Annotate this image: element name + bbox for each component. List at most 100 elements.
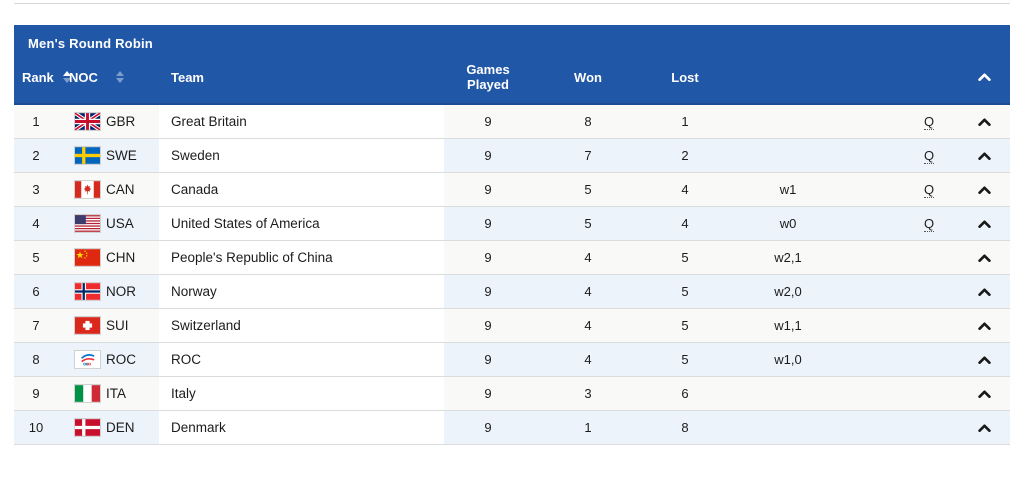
sort-desc-arrow-icon: [115, 78, 124, 83]
chevron-up-icon: [978, 355, 991, 364]
gbr-flag-icon: [74, 112, 101, 131]
den-flag-icon: [74, 418, 101, 437]
row-collapse-toggle[interactable]: [959, 173, 1010, 206]
column-header-lost: Lost: [671, 69, 699, 85]
tiebreaker-cell: [726, 105, 850, 138]
team-cell: Switzerland: [159, 309, 444, 342]
rank-sort-icon[interactable]: [62, 71, 71, 83]
spacer-cell: [850, 343, 899, 376]
team-cell: Norway: [159, 275, 444, 308]
noc-cell: SWE: [58, 139, 159, 172]
qualification-cell: Q: [899, 173, 959, 206]
lost-cell: 5: [681, 352, 689, 367]
table-row: 8 ROC ROC 9 4 5 w1,0: [14, 343, 1010, 377]
chevron-up-icon: [978, 151, 991, 160]
noc-sort-icon[interactable]: [115, 71, 124, 83]
lost-cell: 8: [681, 420, 689, 435]
usa-flag-icon: [74, 214, 101, 233]
noc-cell: NOR: [58, 275, 159, 308]
noc-code: NOR: [106, 284, 136, 299]
noc-cell: CAN: [58, 173, 159, 206]
noc-code: SUI: [106, 318, 129, 333]
row-collapse-toggle[interactable]: [959, 309, 1010, 342]
row-collapse-toggle[interactable]: [959, 275, 1010, 308]
chevron-up-icon: [978, 73, 991, 81]
rank-cell: 9: [32, 386, 40, 401]
games-played-cell: 9: [484, 386, 492, 401]
table-row: 10 DEN Denmark 9 1 8: [14, 411, 1010, 445]
team-cell: Great Britain: [159, 105, 444, 138]
row-collapse-toggle[interactable]: [959, 343, 1010, 376]
table-body: 1 GBR Great Britain 9 8 1 Q 2 SWE Sweden…: [14, 105, 1010, 445]
noc-code: SWE: [106, 148, 137, 163]
rank-cell: 7: [32, 318, 40, 333]
table-row: 7 SUI Switzerland 9 4 5 w1,1: [14, 309, 1010, 343]
roc-flag-icon: [74, 350, 101, 369]
qualified-marker[interactable]: Q: [923, 181, 935, 198]
panel-title: Men's Round Robin: [28, 36, 153, 51]
top-divider: [14, 3, 1010, 4]
tiebreaker-cell: w1,0: [774, 352, 802, 367]
games-played-cell: 9: [484, 284, 492, 299]
tiebreaker-cell: [726, 377, 850, 410]
column-header-games-played: Games Played: [466, 62, 510, 92]
table-header: Men's Round Robin Rank NOC Team Games Pl…: [14, 25, 1010, 105]
qualified-marker[interactable]: Q: [923, 215, 935, 232]
table-row: 4 USA United States of America 9 5 4 w0 …: [14, 207, 1010, 241]
lost-cell: 4: [681, 182, 689, 197]
table-row: 5 CHN People's Republic of China 9 4 5 w…: [14, 241, 1010, 275]
won-cell: 3: [584, 386, 592, 401]
noc-code: ITA: [106, 386, 126, 401]
rank-cell: 10: [28, 420, 44, 435]
qualification-cell: [899, 275, 959, 308]
noc-cell: CHN: [58, 241, 159, 274]
games-played-cell: 9: [484, 318, 492, 333]
team-cell: People's Republic of China: [159, 241, 444, 274]
sui-flag-icon: [74, 316, 101, 335]
noc-code: CHN: [106, 250, 136, 265]
row-collapse-toggle[interactable]: [959, 207, 1010, 240]
games-played-cell: 9: [484, 352, 492, 367]
noc-code: DEN: [106, 420, 135, 435]
team-cell: ROC: [159, 343, 444, 376]
won-cell: 4: [584, 318, 592, 333]
team-cell: Canada: [159, 173, 444, 206]
chevron-up-icon: [978, 117, 991, 126]
rank-cell: 5: [32, 250, 40, 265]
table-collapse-toggle[interactable]: [959, 73, 1010, 81]
qualification-cell: [899, 309, 959, 342]
column-header-noc[interactable]: NOC: [58, 70, 159, 85]
standings-panel: Men's Round Robin Rank NOC Team Games Pl…: [14, 25, 1010, 445]
rank-cell: 6: [32, 284, 40, 299]
tiebreaker-cell: [726, 139, 850, 172]
team-cell: Italy: [159, 377, 444, 410]
spacer-cell: [850, 241, 899, 274]
sort-asc-arrow-icon: [62, 71, 71, 76]
row-collapse-toggle[interactable]: [959, 411, 1010, 444]
row-collapse-toggle[interactable]: [959, 241, 1010, 274]
qualified-marker[interactable]: Q: [923, 113, 935, 130]
rank-header-label: Rank: [22, 69, 54, 85]
team-cell: United States of America: [159, 207, 444, 240]
table-row: 6 NOR Norway 9 4 5 w2,0: [14, 275, 1010, 309]
row-collapse-toggle[interactable]: [959, 139, 1010, 172]
games-played-cell: 9: [484, 216, 492, 231]
qualification-cell: [899, 411, 959, 444]
won-cell: 4: [584, 250, 592, 265]
sort-asc-arrow-icon: [115, 71, 124, 76]
noc-code: CAN: [106, 182, 135, 197]
rank-cell: 1: [32, 114, 40, 129]
qualification-cell: [899, 241, 959, 274]
can-flag-icon: [74, 180, 101, 199]
noc-code: USA: [106, 216, 134, 231]
tiebreaker-cell: w0: [779, 216, 797, 231]
column-header-rank[interactable]: Rank: [14, 69, 71, 85]
won-cell: 1: [584, 420, 592, 435]
qualified-marker[interactable]: Q: [923, 147, 935, 164]
chevron-up-icon: [978, 185, 991, 194]
row-collapse-toggle[interactable]: [959, 377, 1010, 410]
rank-cell: 2: [32, 148, 40, 163]
row-collapse-toggle[interactable]: [959, 105, 1010, 138]
nor-flag-icon: [74, 282, 101, 301]
spacer-cell: [850, 411, 899, 444]
